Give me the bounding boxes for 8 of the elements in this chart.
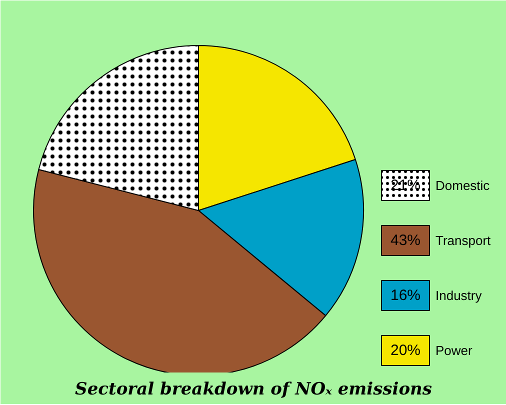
legend-label: Industry: [436, 288, 482, 303]
data-label: 43%: [390, 232, 421, 249]
text: Sectoral breakdown of NOₓ emissions: [75, 380, 432, 400]
data-label: 16%: [390, 287, 421, 304]
legend-label: Transport: [436, 233, 492, 248]
legend-label: Domestic: [436, 178, 490, 193]
data-label: 20%: [390, 342, 421, 359]
legend-label: Power: [436, 343, 474, 358]
